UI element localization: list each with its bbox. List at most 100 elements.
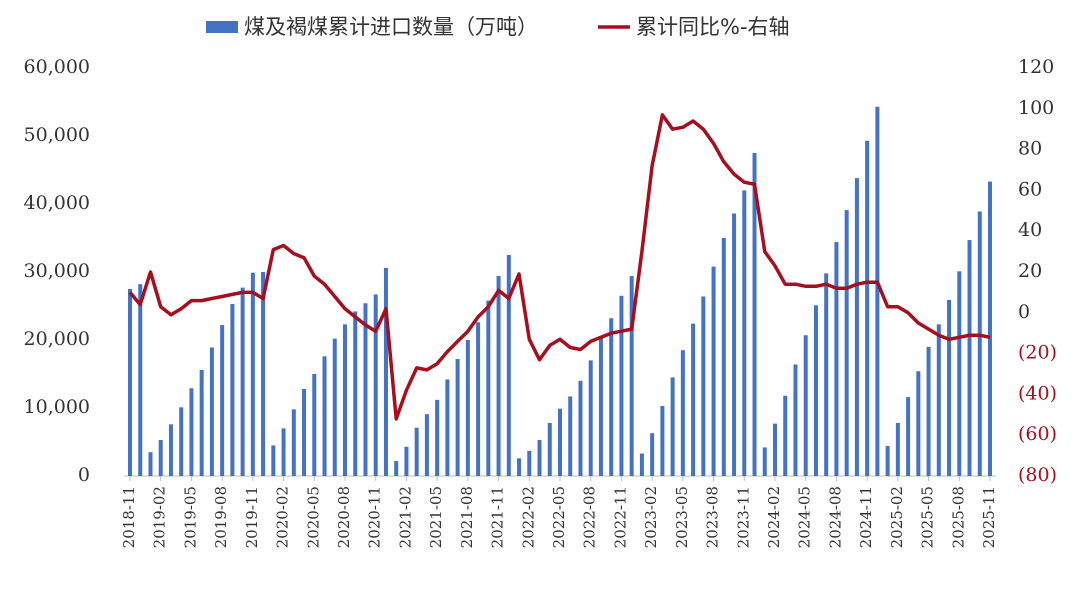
bar	[957, 271, 962, 476]
bar	[373, 294, 378, 476]
bar	[742, 190, 747, 476]
bar	[895, 422, 900, 476]
bar	[138, 284, 143, 476]
bar	[527, 450, 532, 476]
bar	[916, 371, 921, 476]
bar	[517, 458, 522, 476]
y2-tick-label: (80)	[1018, 464, 1057, 486]
bar	[752, 153, 757, 476]
bar	[906, 397, 911, 476]
y2-tick-label: (40)	[1018, 382, 1057, 404]
bar	[209, 347, 214, 476]
y2-tick-label: (60)	[1018, 423, 1057, 445]
bar	[281, 428, 286, 476]
bar	[885, 446, 890, 476]
bar	[414, 427, 419, 476]
bar	[332, 338, 337, 476]
bar	[680, 350, 685, 476]
bar	[629, 276, 634, 476]
bar	[875, 106, 880, 476]
y-tick-label: 60,000	[24, 56, 90, 78]
bar	[701, 296, 706, 476]
bar	[650, 433, 655, 476]
x-tick-label: 2019-05	[181, 486, 199, 548]
bar	[988, 181, 992, 476]
bar	[773, 423, 777, 476]
x-tick-label: 2025-08	[949, 486, 967, 548]
bar	[660, 405, 665, 476]
x-tick-label: 2025-05	[919, 486, 937, 548]
bar	[967, 240, 972, 476]
bar	[343, 324, 347, 476]
legend-label: 累计同比%-右轴	[636, 15, 790, 39]
bar	[476, 322, 481, 476]
x-tick-label: 2020-05	[304, 486, 322, 548]
bar	[813, 305, 818, 476]
bar	[609, 318, 614, 476]
x-tick-label: 2025-02	[888, 486, 906, 548]
bar	[803, 335, 808, 476]
bar	[404, 446, 409, 476]
y-tick-label: 50,000	[24, 124, 90, 146]
bar	[568, 396, 573, 476]
bar	[486, 300, 491, 476]
y2-tick-label: 0	[1018, 301, 1030, 323]
bar	[865, 140, 870, 476]
bar	[977, 211, 982, 477]
bar	[312, 374, 317, 476]
x-tick-label: 2019-11	[243, 486, 261, 548]
bar	[691, 323, 696, 476]
y-tick-label: 10,000	[24, 396, 90, 418]
bar	[455, 359, 460, 476]
bar	[445, 379, 450, 476]
x-tick-label: 2024-08	[826, 486, 844, 548]
bar	[496, 276, 501, 476]
bar	[424, 414, 429, 476]
bar	[926, 346, 931, 476]
bar	[158, 439, 163, 476]
legend-swatch	[206, 21, 238, 33]
x-tick-label: 2022-05	[550, 486, 568, 548]
bar	[261, 272, 266, 476]
x-tick-label: 2023-02	[642, 486, 660, 548]
line	[128, 113, 991, 421]
bar	[394, 461, 399, 476]
x-tick-label: 2023-08	[704, 486, 722, 548]
x-tick-label: 2019-02	[151, 486, 169, 548]
bar	[762, 447, 767, 476]
bar	[598, 337, 603, 476]
bar	[721, 238, 726, 476]
y-tick-label: 20,000	[24, 328, 90, 350]
x-tick-label: 2021-08	[458, 486, 476, 548]
bar	[465, 340, 470, 476]
x-tick-label: 2023-05	[673, 486, 691, 548]
bar	[844, 210, 849, 476]
bar	[383, 267, 388, 476]
bar	[363, 303, 368, 476]
bar	[230, 303, 235, 476]
bar	[639, 453, 644, 476]
y2-tick-label: 120	[1018, 56, 1054, 78]
bar	[711, 266, 716, 476]
x-tick-label: 2021-11	[489, 486, 507, 548]
x-tick-label: 2021-02	[396, 486, 414, 548]
bar	[168, 424, 173, 476]
bar	[947, 299, 952, 476]
y2-tick-label: 20	[1018, 260, 1042, 282]
x-tick-label: 2024-02	[765, 486, 783, 548]
bar	[854, 178, 859, 476]
x-tick-label: 2021-05	[427, 486, 445, 548]
bar	[271, 445, 276, 476]
x-tick-label: 2018-11	[120, 486, 138, 548]
bar	[670, 377, 675, 476]
x-tick-label: 2019-08	[212, 486, 230, 548]
bar	[291, 409, 296, 476]
bar	[547, 422, 552, 476]
bar	[240, 287, 245, 476]
bar	[220, 325, 225, 476]
bar	[783, 395, 788, 476]
bar	[435, 399, 440, 476]
bar	[353, 311, 358, 476]
x-tick-label: 2024-11	[857, 486, 875, 548]
